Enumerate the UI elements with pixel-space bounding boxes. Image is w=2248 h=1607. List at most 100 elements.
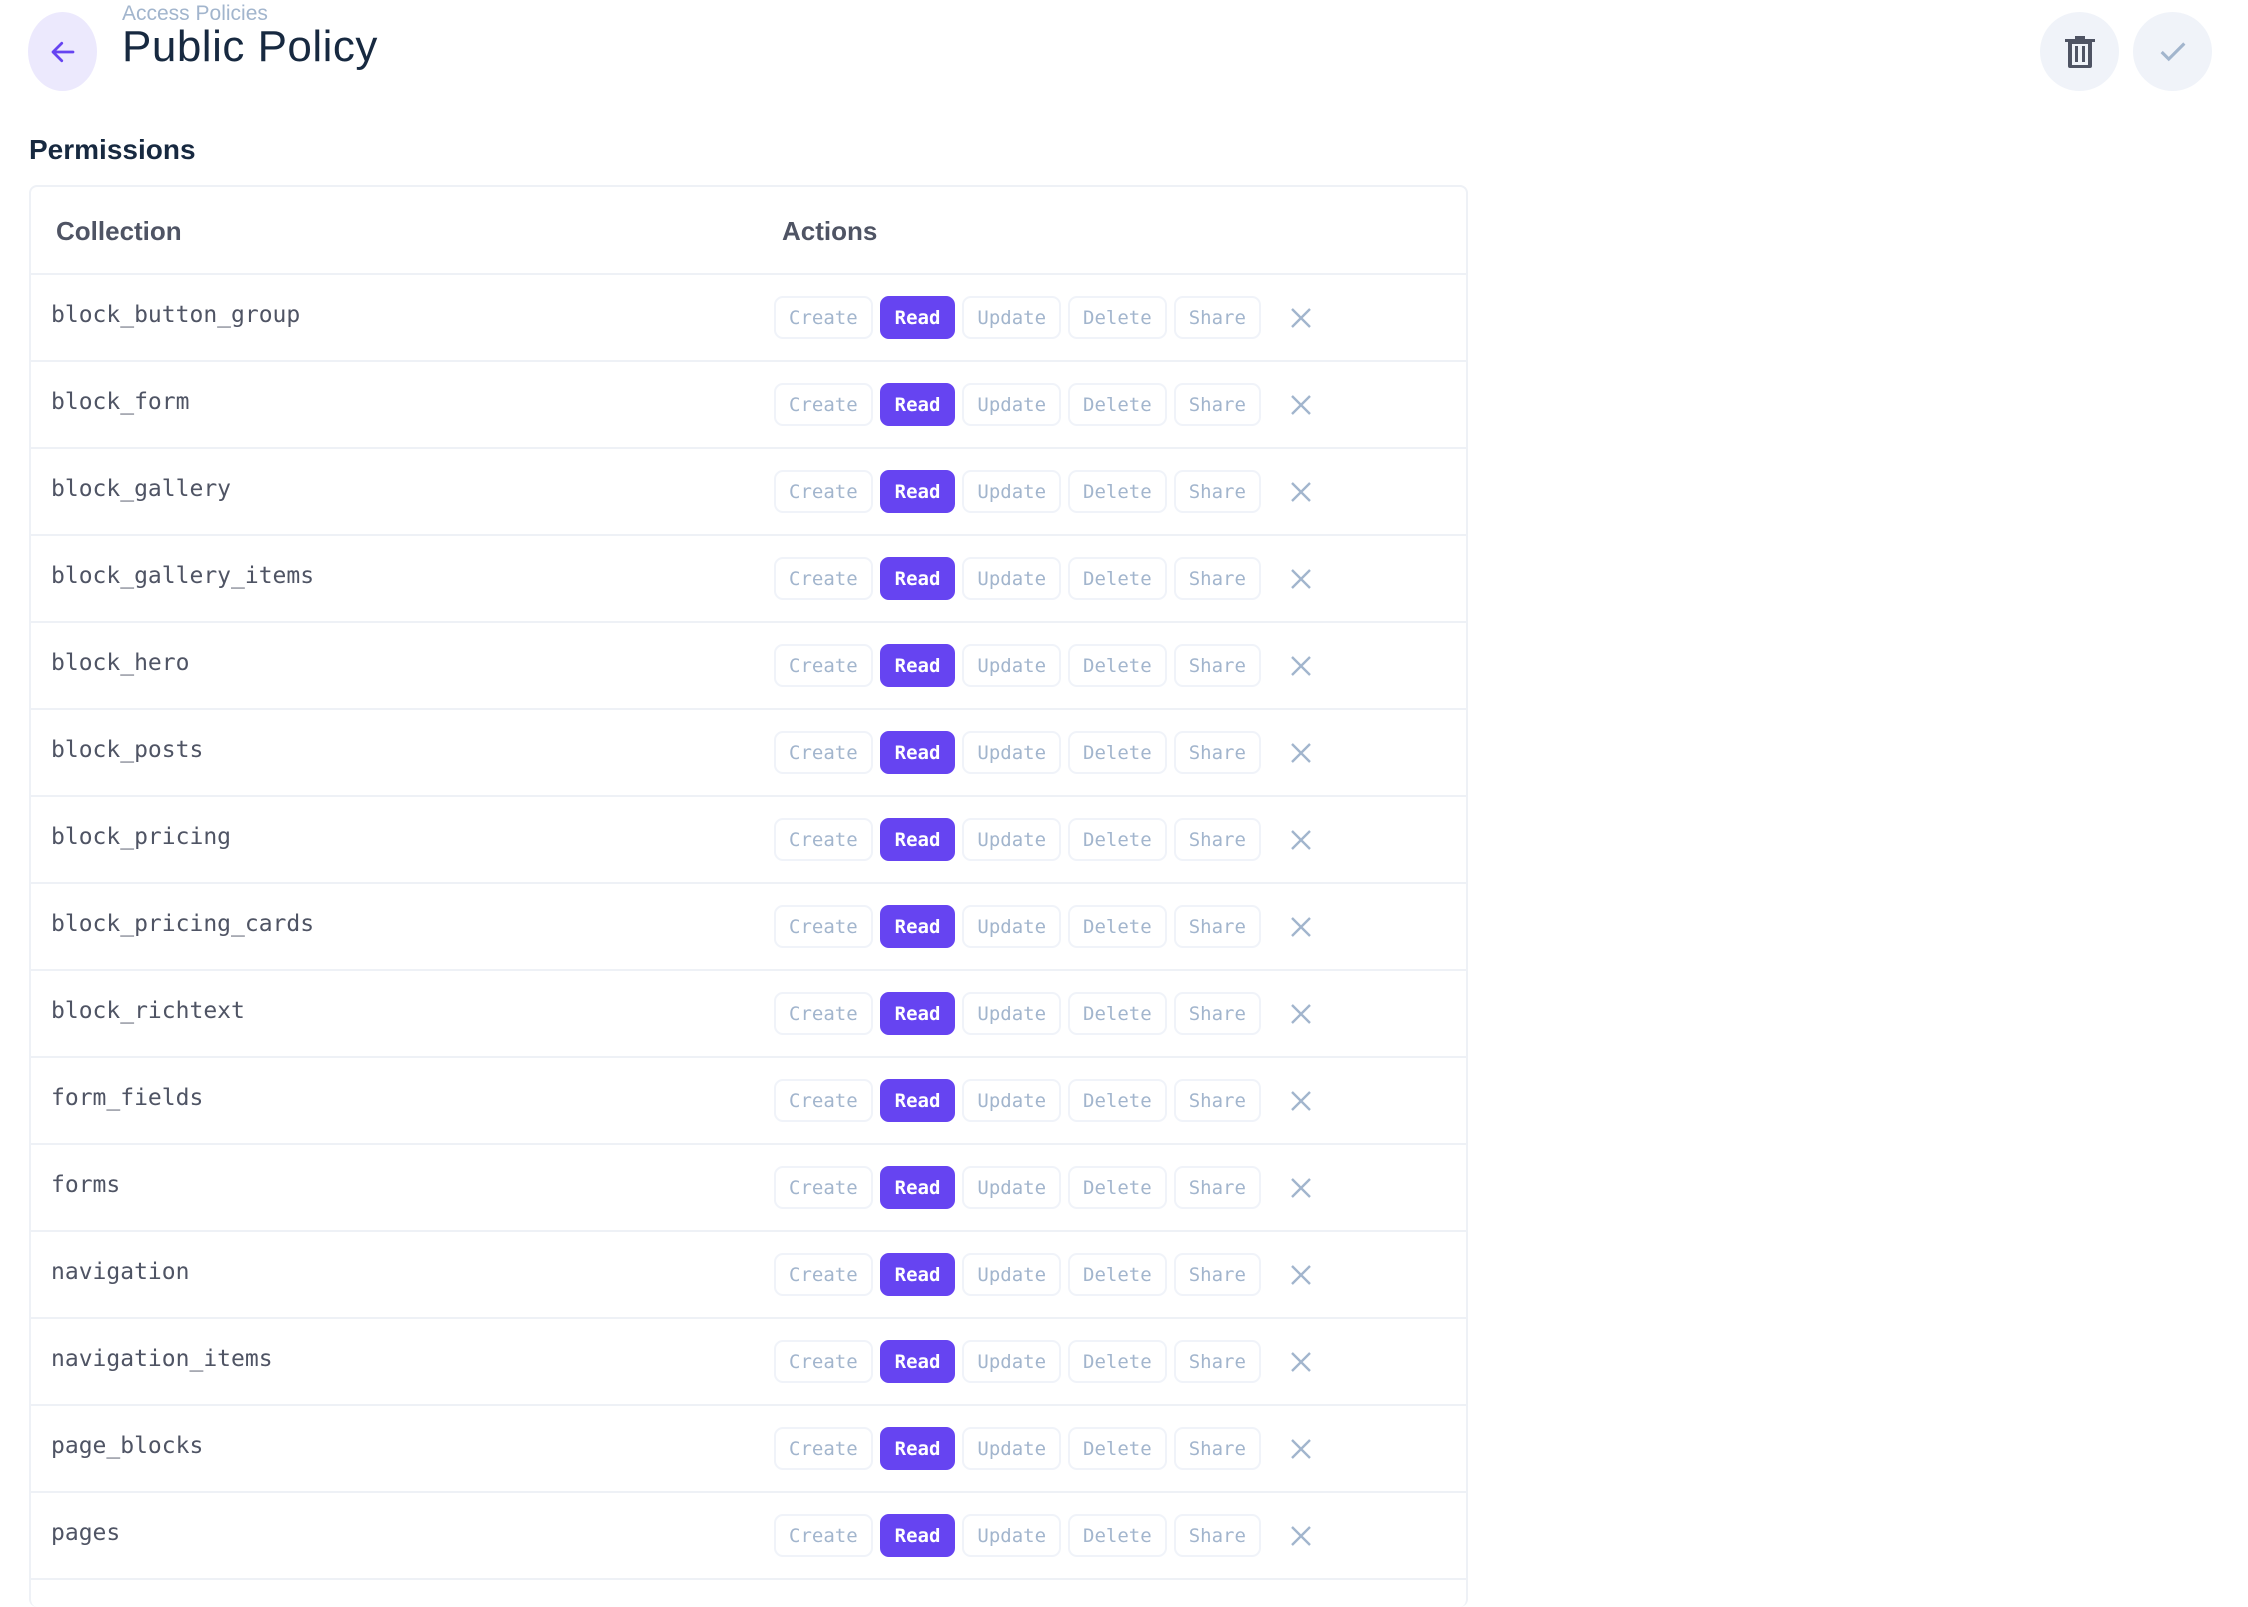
permission-read-toggle[interactable]: Read bbox=[879, 296, 956, 339]
remove-row-button[interactable] bbox=[1286, 303, 1316, 333]
permission-share-toggle[interactable]: Share bbox=[1173, 1340, 1261, 1383]
permission-read-toggle[interactable]: Read bbox=[879, 557, 956, 600]
permission-update-toggle[interactable]: Update bbox=[962, 1514, 1062, 1557]
permission-create-toggle[interactable]: Create bbox=[774, 731, 873, 774]
permission-delete-toggle[interactable]: Delete bbox=[1068, 1079, 1167, 1122]
remove-row-button[interactable] bbox=[1286, 912, 1316, 942]
permission-update-toggle[interactable]: Update bbox=[962, 557, 1062, 600]
permission-share-toggle[interactable]: Share bbox=[1173, 557, 1261, 600]
remove-row-button[interactable] bbox=[1286, 477, 1316, 507]
remove-row-button[interactable] bbox=[1286, 651, 1316, 681]
remove-row-button[interactable] bbox=[1286, 1521, 1316, 1551]
permission-update-toggle[interactable]: Update bbox=[962, 644, 1062, 687]
permission-share-toggle[interactable]: Share bbox=[1173, 383, 1261, 426]
delete-button[interactable] bbox=[2040, 12, 2119, 91]
permission-delete-toggle[interactable]: Delete bbox=[1068, 557, 1167, 600]
permission-update-toggle[interactable]: Update bbox=[962, 1427, 1062, 1470]
permission-delete-toggle[interactable]: Delete bbox=[1068, 818, 1167, 861]
remove-row-button[interactable] bbox=[1286, 1260, 1316, 1290]
permission-create-toggle[interactable]: Create bbox=[774, 383, 873, 426]
permission-delete-toggle[interactable]: Delete bbox=[1068, 296, 1167, 339]
permission-create-toggle[interactable]: Create bbox=[774, 470, 873, 513]
permission-read-toggle[interactable]: Read bbox=[879, 470, 956, 513]
permission-update-toggle[interactable]: Update bbox=[962, 731, 1062, 774]
permission-update-toggle[interactable]: Update bbox=[962, 992, 1062, 1035]
permission-share-toggle[interactable]: Share bbox=[1173, 470, 1261, 513]
permission-delete-toggle[interactable]: Delete bbox=[1068, 731, 1167, 774]
remove-row-button[interactable] bbox=[1286, 1173, 1316, 1203]
action-toggles: Create Read Update Delete Share bbox=[774, 905, 1316, 948]
back-button[interactable] bbox=[28, 12, 97, 91]
permission-share-toggle[interactable]: Share bbox=[1173, 731, 1261, 774]
permission-update-toggle[interactable]: Update bbox=[962, 296, 1062, 339]
permission-share-toggle[interactable]: Share bbox=[1173, 1427, 1261, 1470]
permission-share-toggle[interactable]: Share bbox=[1173, 818, 1261, 861]
remove-row-button[interactable] bbox=[1286, 999, 1316, 1029]
permission-read-toggle[interactable]: Read bbox=[879, 905, 956, 948]
permission-share-toggle[interactable]: Share bbox=[1173, 905, 1261, 948]
remove-row-button[interactable] bbox=[1286, 1086, 1316, 1116]
permission-create-toggle[interactable]: Create bbox=[774, 818, 873, 861]
permission-create-toggle[interactable]: Create bbox=[774, 1340, 873, 1383]
permission-create-toggle[interactable]: Create bbox=[774, 1079, 873, 1122]
permission-update-toggle[interactable]: Update bbox=[962, 1079, 1062, 1122]
permission-update-toggle[interactable]: Update bbox=[962, 1340, 1062, 1383]
collection-column-header: Collection bbox=[56, 216, 182, 246]
permission-share-toggle[interactable]: Share bbox=[1173, 1079, 1261, 1122]
permission-update-toggle[interactable]: Update bbox=[962, 470, 1062, 513]
remove-row-button[interactable] bbox=[1286, 825, 1316, 855]
permission-delete-toggle[interactable]: Delete bbox=[1068, 470, 1167, 513]
collection-name: block_form bbox=[51, 389, 190, 415]
remove-row-button[interactable] bbox=[1286, 390, 1316, 420]
permission-update-toggle[interactable]: Update bbox=[962, 1166, 1062, 1209]
permission-create-toggle[interactable]: Create bbox=[774, 1253, 873, 1296]
remove-row-button[interactable] bbox=[1286, 564, 1316, 594]
close-icon bbox=[1291, 655, 1311, 676]
permission-share-toggle[interactable]: Share bbox=[1173, 1166, 1261, 1209]
permission-delete-toggle[interactable]: Delete bbox=[1068, 1514, 1167, 1557]
permission-create-toggle[interactable]: Create bbox=[774, 557, 873, 600]
permission-read-toggle[interactable]: Read bbox=[879, 1340, 956, 1383]
permission-create-toggle[interactable]: Create bbox=[774, 1166, 873, 1209]
permission-read-toggle[interactable]: Read bbox=[879, 383, 956, 426]
permission-create-toggle[interactable]: Create bbox=[774, 296, 873, 339]
permission-delete-toggle[interactable]: Delete bbox=[1068, 1166, 1167, 1209]
permission-delete-toggle[interactable]: Delete bbox=[1068, 992, 1167, 1035]
permission-update-toggle[interactable]: Update bbox=[962, 818, 1062, 861]
permission-read-toggle[interactable]: Read bbox=[879, 731, 956, 774]
permission-update-toggle[interactable]: Update bbox=[962, 905, 1062, 948]
save-button[interactable] bbox=[2133, 12, 2212, 91]
permission-create-toggle[interactable]: Create bbox=[774, 644, 873, 687]
permission-read-toggle[interactable]: Read bbox=[879, 644, 956, 687]
permission-delete-toggle[interactable]: Delete bbox=[1068, 905, 1167, 948]
permission-read-toggle[interactable]: Read bbox=[879, 1166, 956, 1209]
permission-read-toggle[interactable]: Read bbox=[879, 992, 956, 1035]
permission-create-toggle[interactable]: Create bbox=[774, 1427, 873, 1470]
remove-row-button[interactable] bbox=[1286, 738, 1316, 768]
permission-create-toggle[interactable]: Create bbox=[774, 992, 873, 1035]
permission-read-toggle[interactable]: Read bbox=[879, 1514, 956, 1557]
permission-read-toggle[interactable]: Read bbox=[879, 1079, 956, 1122]
permission-read-toggle[interactable]: Read bbox=[879, 1253, 956, 1296]
permission-share-toggle[interactable]: Share bbox=[1173, 644, 1261, 687]
permission-delete-toggle[interactable]: Delete bbox=[1068, 383, 1167, 426]
permission-create-toggle[interactable]: Create bbox=[774, 905, 873, 948]
breadcrumb[interactable]: Access Policies bbox=[122, 2, 268, 25]
close-icon bbox=[1291, 568, 1311, 589]
permission-delete-toggle[interactable]: Delete bbox=[1068, 1253, 1167, 1296]
permission-update-toggle[interactable]: Update bbox=[962, 383, 1062, 426]
remove-row-button[interactable] bbox=[1286, 1434, 1316, 1464]
permission-share-toggle[interactable]: Share bbox=[1173, 296, 1261, 339]
permission-share-toggle[interactable]: Share bbox=[1173, 992, 1261, 1035]
permission-share-toggle[interactable]: Share bbox=[1173, 1253, 1261, 1296]
remove-row-button[interactable] bbox=[1286, 1347, 1316, 1377]
permission-delete-toggle[interactable]: Delete bbox=[1068, 1340, 1167, 1383]
close-icon bbox=[1291, 1090, 1311, 1111]
permission-delete-toggle[interactable]: Delete bbox=[1068, 644, 1167, 687]
permission-read-toggle[interactable]: Read bbox=[879, 1427, 956, 1470]
permission-create-toggle[interactable]: Create bbox=[774, 1514, 873, 1557]
permission-delete-toggle[interactable]: Delete bbox=[1068, 1427, 1167, 1470]
permission-share-toggle[interactable]: Share bbox=[1173, 1514, 1261, 1557]
permission-read-toggle[interactable]: Read bbox=[879, 818, 956, 861]
permission-update-toggle[interactable]: Update bbox=[962, 1253, 1062, 1296]
